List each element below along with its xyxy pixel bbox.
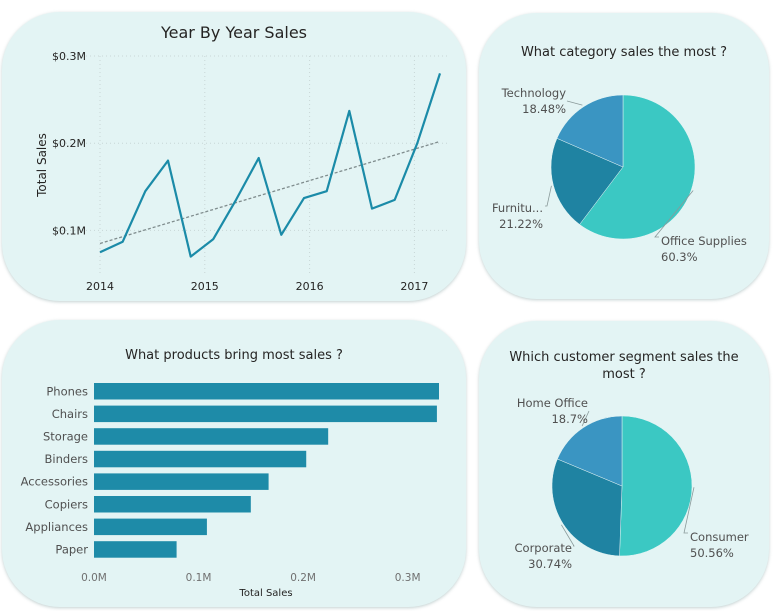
year-sales-card: Year By Year Sales $0.1M $0.2M $0.3M 2014 20…	[2, 12, 466, 301]
pie-slice	[579, 94, 696, 240]
bar	[94, 383, 439, 400]
year-sales-line-chart: $0.1M $0.2M $0.3M 2014 2015 2016 2017 Total Sal…	[35, 50, 447, 293]
y-tick-label: $0.3M	[52, 50, 86, 63]
pie-slice	[556, 94, 624, 168]
segment-pie-title: Which customer segment sales the most ?	[509, 350, 739, 382]
y-tick-label: $0.1M	[52, 224, 86, 237]
category-pie-card: What category sales the most ? Office Su…	[479, 13, 769, 299]
x-axis-label: Total Sales	[238, 588, 292, 599]
bar	[94, 518, 207, 536]
slice-percent: 60.3%	[661, 250, 698, 264]
slice-label: Furnitu...	[492, 201, 543, 215]
bar	[94, 428, 329, 445]
products-bar-card: What products bring most sales ? Phones C…	[2, 320, 466, 607]
sales-series-line	[99, 73, 442, 258]
products-bar-title: What products bring most sales ?	[125, 348, 343, 363]
slice-label: Corporate	[515, 541, 573, 555]
pie-slice	[550, 137, 624, 225]
x-tick-label: 0.2M	[290, 572, 316, 584]
segment-pie-card: Which customer segment sales the most ? …	[479, 321, 769, 607]
leader-line	[581, 410, 590, 427]
pie-slice	[551, 458, 623, 557]
y-axis-label: Total Sales	[35, 133, 49, 198]
x-tick-label: 2016	[296, 280, 324, 293]
x-tick-label: 2017	[400, 280, 428, 293]
leader-line	[561, 524, 575, 547]
slice-label: Technology	[501, 86, 567, 100]
category-label: Accessories	[21, 475, 88, 489]
x-tick-label: 2015	[191, 280, 219, 293]
slice-percent: 50.56%	[690, 546, 734, 560]
slice-percent: 21.22%	[499, 217, 543, 231]
category-label: Phones	[46, 384, 88, 398]
slice-percent: 18.48%	[522, 102, 566, 116]
slice-label: Office Supplies	[661, 234, 747, 248]
category-label: Storage	[43, 429, 88, 443]
category-label: Binders	[45, 452, 88, 466]
slice-label: Consumer	[690, 530, 749, 544]
slice-percent: 30.74%	[528, 557, 572, 571]
category-label: Copiers	[45, 497, 88, 511]
x-tick-label: 0.1M	[186, 572, 212, 584]
category-label: Appliances	[25, 520, 88, 534]
leader-line	[545, 185, 552, 207]
category-label: Chairs	[52, 407, 88, 421]
bar	[94, 541, 177, 558]
leader-line	[566, 100, 583, 106]
pie-slice	[619, 415, 693, 557]
category-pie-chart: Office Supplies 60.3% Furnitu... 21.22% Tech…	[492, 86, 747, 264]
products-bar-chart: Phones Chairs Storage Binders Accessories Cop…	[21, 383, 439, 599]
bar	[94, 450, 307, 468]
pie-slice	[557, 415, 623, 487]
x-tick-label: 0.0M	[81, 572, 107, 584]
segment-pie-chart: Consumer 50.56% Corporate 30.74% Home Office…	[515, 396, 749, 571]
bar	[94, 496, 251, 513]
bar	[94, 473, 269, 490]
bar	[94, 405, 437, 423]
leader-line	[654, 190, 694, 238]
x-tick-label: 2014	[86, 280, 114, 293]
slice-label: Home Office	[517, 396, 588, 410]
x-tick-label: 0.3M	[395, 572, 421, 584]
year-sales-title: Year By Year Sales	[160, 23, 308, 42]
category-label: Paper	[55, 542, 88, 556]
leader-line	[683, 487, 695, 534]
category-pie-title: What category sales the most ?	[520, 45, 728, 60]
trend-line	[99, 140, 441, 245]
y-tick-label: $0.2M	[52, 137, 86, 150]
slice-percent: 18.7%	[551, 412, 588, 426]
